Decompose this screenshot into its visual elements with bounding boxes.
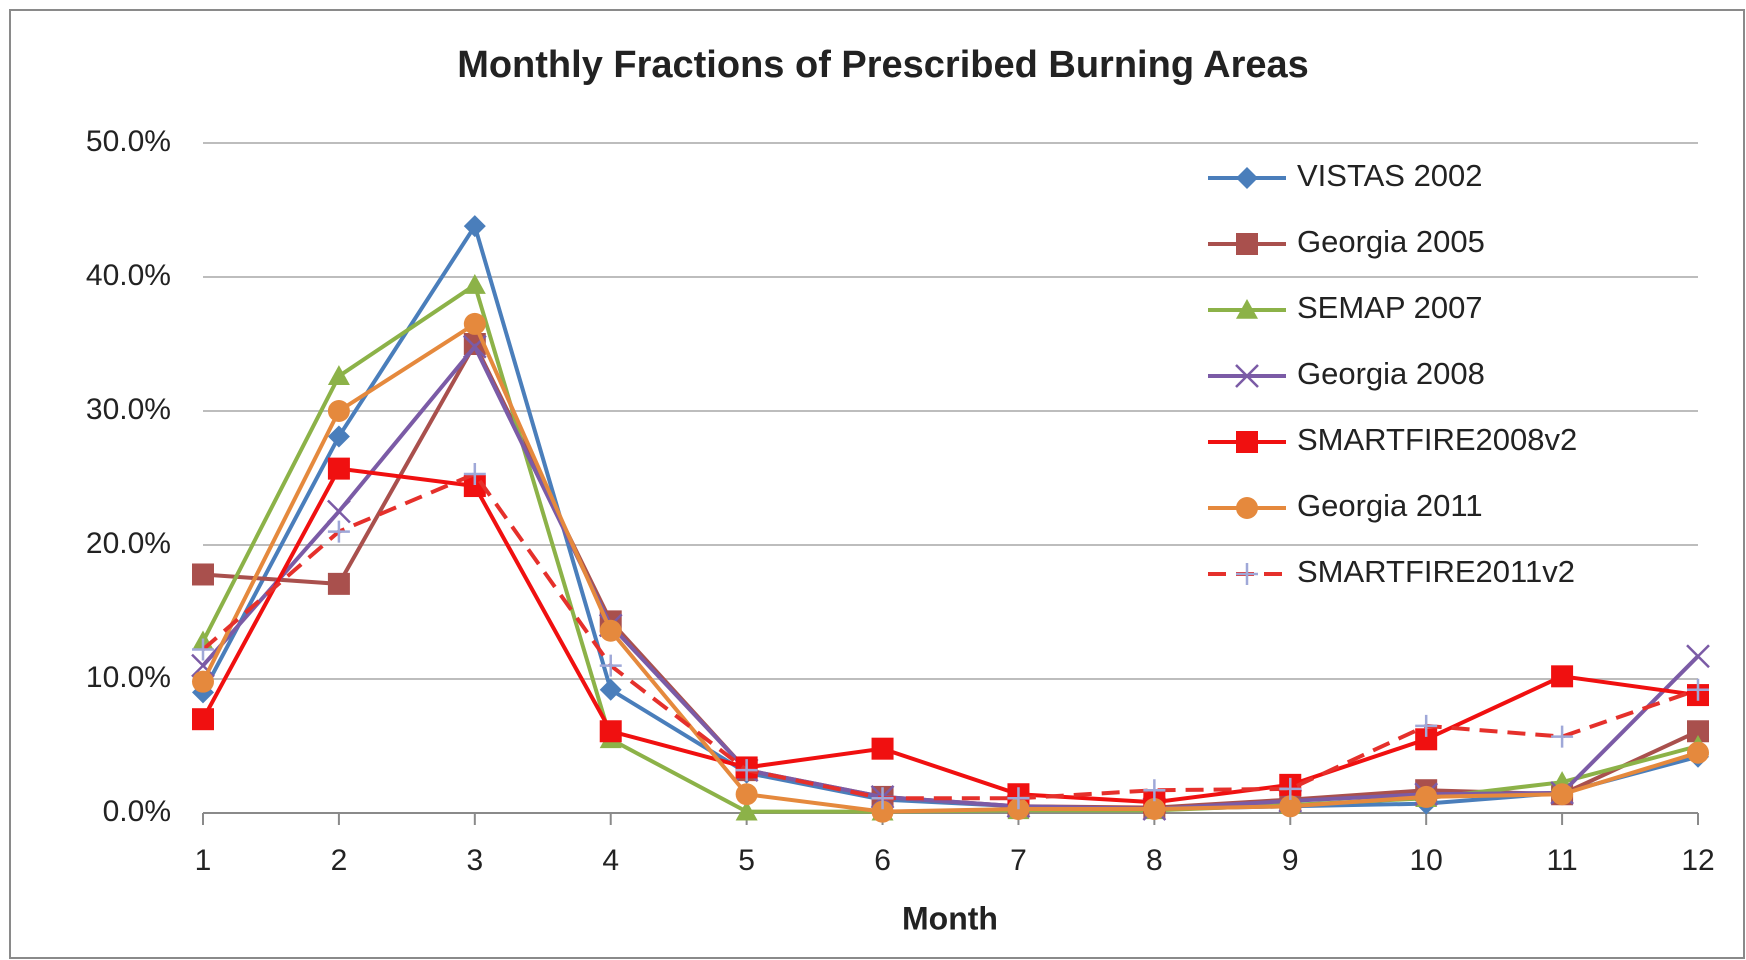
legend-label: Georgia 2008: [1297, 356, 1485, 391]
x-tick-label: 3: [466, 844, 483, 877]
x-tick-label: 6: [874, 844, 891, 877]
marker: [327, 425, 350, 448]
series-line: [201, 466, 1699, 805]
marker: [327, 572, 350, 595]
marker: [1279, 795, 1302, 818]
marker: [871, 800, 894, 823]
marker: [327, 400, 350, 422]
x-tick-label: 11: [1547, 844, 1578, 877]
marker: [192, 638, 214, 661]
y-tick-label: 10.0%: [86, 661, 171, 694]
marker: [327, 457, 350, 480]
legend-label: VISTAS 2002: [1297, 158, 1483, 193]
marker: [871, 787, 894, 810]
marker: [1686, 644, 1710, 669]
legend-label: Georgia 2005: [1297, 224, 1485, 259]
marker: [1143, 797, 1166, 820]
marker: [192, 563, 214, 586]
y-tick-label: 0.0%: [103, 795, 171, 828]
legend-marker: [1236, 167, 1258, 189]
legend-marker: [1236, 299, 1258, 319]
marker: [327, 499, 351, 524]
marker: [1687, 720, 1709, 743]
legend-marker: [1235, 364, 1259, 388]
legend-label: SMARTFIRE2008v2: [1297, 422, 1577, 457]
y-tick-label: 50.0%: [86, 125, 171, 158]
x-tick-label: 1: [195, 844, 212, 877]
y-tick-label: 20.0%: [86, 527, 171, 560]
marker: [599, 678, 622, 701]
legend-label: SEMAP 2007: [1297, 290, 1483, 325]
series-line: [201, 471, 1699, 801]
legend-marker: [1236, 563, 1258, 585]
x-tick-label: 7: [1010, 844, 1027, 877]
x-tick-label: 4: [602, 844, 619, 877]
legend-marker: [1236, 497, 1258, 519]
marker: [735, 783, 758, 806]
legend-marker: [1236, 233, 1258, 255]
marker: [871, 737, 894, 760]
marker: [463, 274, 486, 294]
marker: [191, 653, 215, 678]
legend-label: Georgia 2011: [1297, 488, 1483, 523]
series-line: [201, 320, 1699, 814]
marker: [192, 708, 214, 731]
marker: [1279, 777, 1302, 800]
x-tick-label: 10: [1409, 844, 1442, 877]
marker: [599, 654, 622, 677]
marker: [463, 312, 486, 335]
marker: [1551, 665, 1574, 688]
marker: [1143, 779, 1166, 802]
marker: [735, 759, 758, 782]
x-tick-label: 12: [1681, 844, 1714, 877]
marker: [1007, 787, 1030, 810]
y-tick-label: 30.0%: [86, 393, 171, 426]
legend-marker: [1236, 431, 1258, 453]
marker: [192, 670, 214, 693]
marker: [1687, 678, 1709, 701]
marker: [1415, 785, 1438, 808]
marker: [1687, 741, 1709, 764]
marker: [1415, 714, 1438, 737]
marker: [463, 215, 486, 238]
x-tick-label: 2: [331, 844, 348, 877]
marker: [1415, 728, 1438, 751]
marker: [735, 800, 758, 821]
x-tick-label: 9: [1282, 844, 1299, 877]
chart-title: Monthly Fractions of Prescribed Burning …: [457, 44, 1309, 86]
y-tick-label: 40.0%: [86, 259, 171, 292]
marker: [599, 720, 622, 743]
x-axis-label: Month: [902, 900, 998, 936]
x-tick-label: 8: [1146, 844, 1163, 877]
marker: [463, 462, 486, 485]
marker: [599, 619, 622, 642]
marker: [1551, 783, 1574, 806]
marker: [327, 365, 350, 385]
marker: [327, 520, 350, 543]
x-tick-label: 5: [738, 844, 755, 877]
series-line: [201, 343, 1700, 811]
legend-label: SMARTFIRE2011v2: [1297, 554, 1575, 589]
marker: [1551, 725, 1574, 748]
